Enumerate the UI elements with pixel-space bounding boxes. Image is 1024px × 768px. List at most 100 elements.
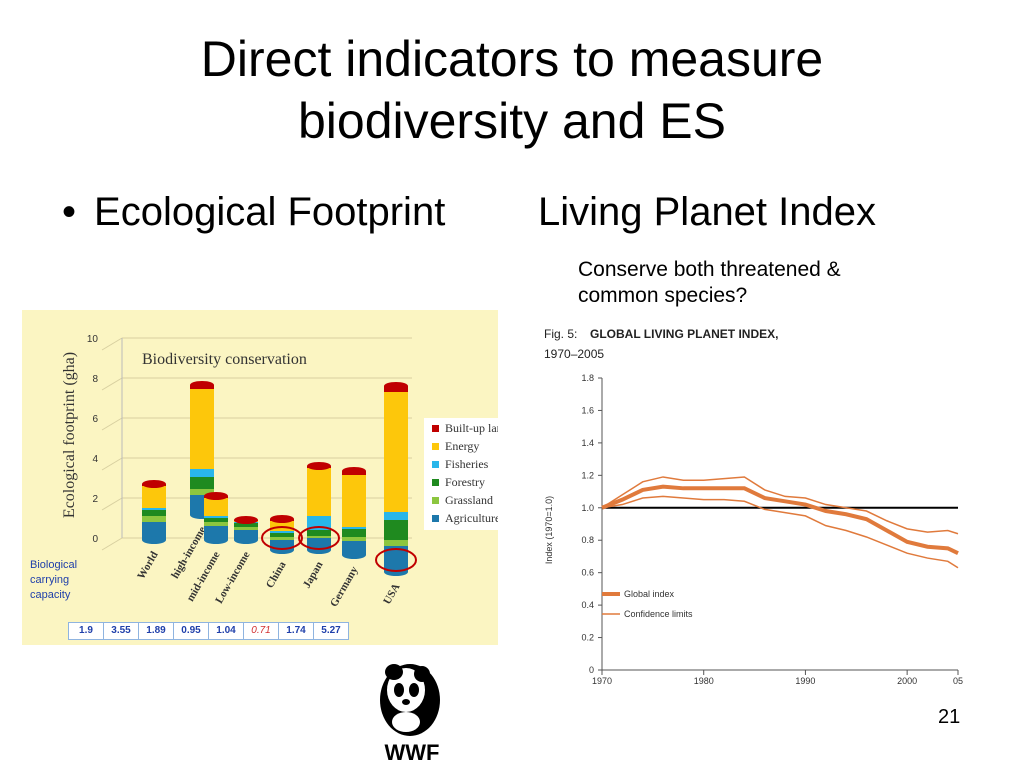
y-tick-label: 1.0 [581, 503, 594, 513]
x-tick-label: 1980 [694, 676, 714, 686]
bar-cap [142, 480, 166, 488]
footprint-chart-title: Biodiversity conservation [142, 351, 307, 368]
bar-segment-forestry [270, 533, 294, 537]
y-tick-label: 0 [92, 534, 98, 545]
bar-segment-forestry [204, 518, 228, 522]
x-tick-label: 1990 [795, 676, 815, 686]
bar-cap [307, 462, 331, 470]
y-tick-label: 1.8 [581, 373, 594, 383]
y-tick-label: 8 [92, 374, 98, 385]
bar-cap [190, 381, 214, 389]
bar-group-mid-income [204, 492, 228, 544]
bar-segment-forestry [234, 523, 258, 527]
bar-segment-forestry [384, 520, 408, 540]
biocapacity-value: 1.74 [278, 623, 313, 639]
lpi-legend-label-confidence-limits: Confidence limits [624, 609, 693, 619]
y-tick-label: 1.6 [581, 405, 594, 415]
bar-segment-grassland [307, 536, 331, 538]
biocapacity-label: Biological carrying capacity [30, 559, 78, 601]
highlight-circle [375, 548, 417, 572]
legend-label-energy: Energy [445, 439, 479, 453]
bar-segment-energy [307, 468, 331, 516]
biocapacity-value: 1.89 [138, 623, 173, 639]
bar-segment-fisheries [342, 527, 366, 529]
legend-swatch-energy [432, 443, 439, 450]
lpi-legend-label-global-index: Global index [624, 589, 675, 599]
lpi-note: Conserve both threatened & common specie… [578, 257, 938, 309]
biocapacity-value: 1.9 [68, 623, 103, 639]
footprint-chart: 10 8 6 4 2 0 Biodiversity conservation Ecologic… [61, 334, 498, 609]
lpi-chart-subtitle: 1970–2005 [544, 347, 604, 361]
legend-label-forestry: Forestry [445, 475, 485, 489]
y-tick-label: 6 [92, 414, 98, 425]
lpi-series-confidence-limit [601, 495, 959, 569]
gridline-side [101, 537, 123, 551]
bullet-item: • Ecological Footprint [62, 190, 445, 235]
y-tick-label: 2 [92, 494, 98, 505]
lpi-note-line-1: Conserve both threatened & [578, 258, 841, 281]
page-number: 21 [938, 706, 961, 728]
biocapacity-table: 1.9 3.55 1.89 0.95 1.04 0.71 1.74 5.27 [68, 622, 349, 640]
bar-segment-grassland [270, 537, 294, 540]
lpi-y-label: Index (1970=1.0) [544, 496, 554, 564]
bar-segment-forestry [342, 529, 366, 537]
legend-swatch-agriculture [432, 515, 439, 522]
title-line-1: Direct indicators to measure [200, 31, 824, 87]
bar-segment-fisheries [384, 512, 408, 520]
gridline-side [101, 497, 123, 511]
bar-cap [270, 515, 294, 523]
bar-segment-energy [204, 498, 228, 516]
bar-base [142, 536, 166, 544]
lpi-legend: Global index Confidence limits [602, 589, 693, 619]
bar-segment-agriculture [204, 526, 228, 540]
bar-segment-fisheries [142, 508, 166, 510]
wwf-panda-logo: WWF [380, 664, 440, 765]
gridline-side [101, 457, 123, 471]
x-tick-label: Japan [301, 560, 326, 591]
footprint-legend: Built-up land Energy Fisheries Forestry Gras… [424, 418, 498, 530]
bar-cap [384, 382, 408, 390]
gridline-side [101, 417, 123, 431]
legend-swatch-fisheries [432, 461, 439, 468]
bar-segment-fisheries [204, 516, 228, 518]
lpi-chart-title: GLOBAL LIVING PLANET INDEX, [590, 327, 778, 341]
bar-segment-energy [384, 392, 408, 512]
bar-segment-agriculture [342, 541, 366, 555]
y-tick-label: 0.2 [581, 633, 594, 643]
biocapacity-value: 0.71 [243, 623, 278, 639]
gridline-side [101, 377, 123, 391]
bar-segment-grassland [204, 522, 228, 526]
bar-segment-grassland [384, 540, 408, 546]
y-tick-label: 0.4 [581, 600, 594, 610]
bar-group-world [142, 480, 166, 544]
legend-swatch-forestry [432, 479, 439, 486]
highlight-circle [261, 526, 303, 550]
bullet-symbol: • [62, 190, 77, 234]
x-tick-label: China [264, 559, 289, 590]
bar-base [204, 536, 228, 544]
y-tick-label: 0 [589, 665, 594, 675]
bar-segment-forestry [190, 477, 214, 489]
y-tick-label: 4 [92, 454, 98, 465]
legend-label-agriculture: Agriculture [445, 511, 498, 525]
x-tick-label: 05 [953, 676, 963, 686]
bar-base [342, 551, 366, 559]
slide-title: Direct indicators to measure biodiversit… [0, 28, 1024, 152]
bar-segment-grassland [142, 516, 166, 522]
bar-group-low-income [234, 516, 258, 544]
bar-segment-grassland [342, 537, 366, 541]
y-tick-label: 10 [87, 334, 99, 345]
footprint-panel [22, 310, 498, 645]
bar-segment-fisheries [190, 469, 214, 477]
lpi-series-confidence-limit [601, 476, 959, 535]
x-tick-label: Germany [328, 564, 361, 609]
bar-segment-agriculture [234, 530, 258, 540]
title-line-2: biodiversity and ES [297, 93, 726, 149]
biocapacity-value: 5.27 [313, 623, 349, 639]
bar-segment-grassland [190, 489, 214, 495]
bar-segment-energy [342, 475, 366, 527]
y-tick-label: 0.6 [581, 568, 594, 578]
bar-group-japan [307, 462, 331, 554]
biocapacity-value: 1.04 [208, 623, 243, 639]
bar-segment-agriculture [142, 522, 166, 540]
